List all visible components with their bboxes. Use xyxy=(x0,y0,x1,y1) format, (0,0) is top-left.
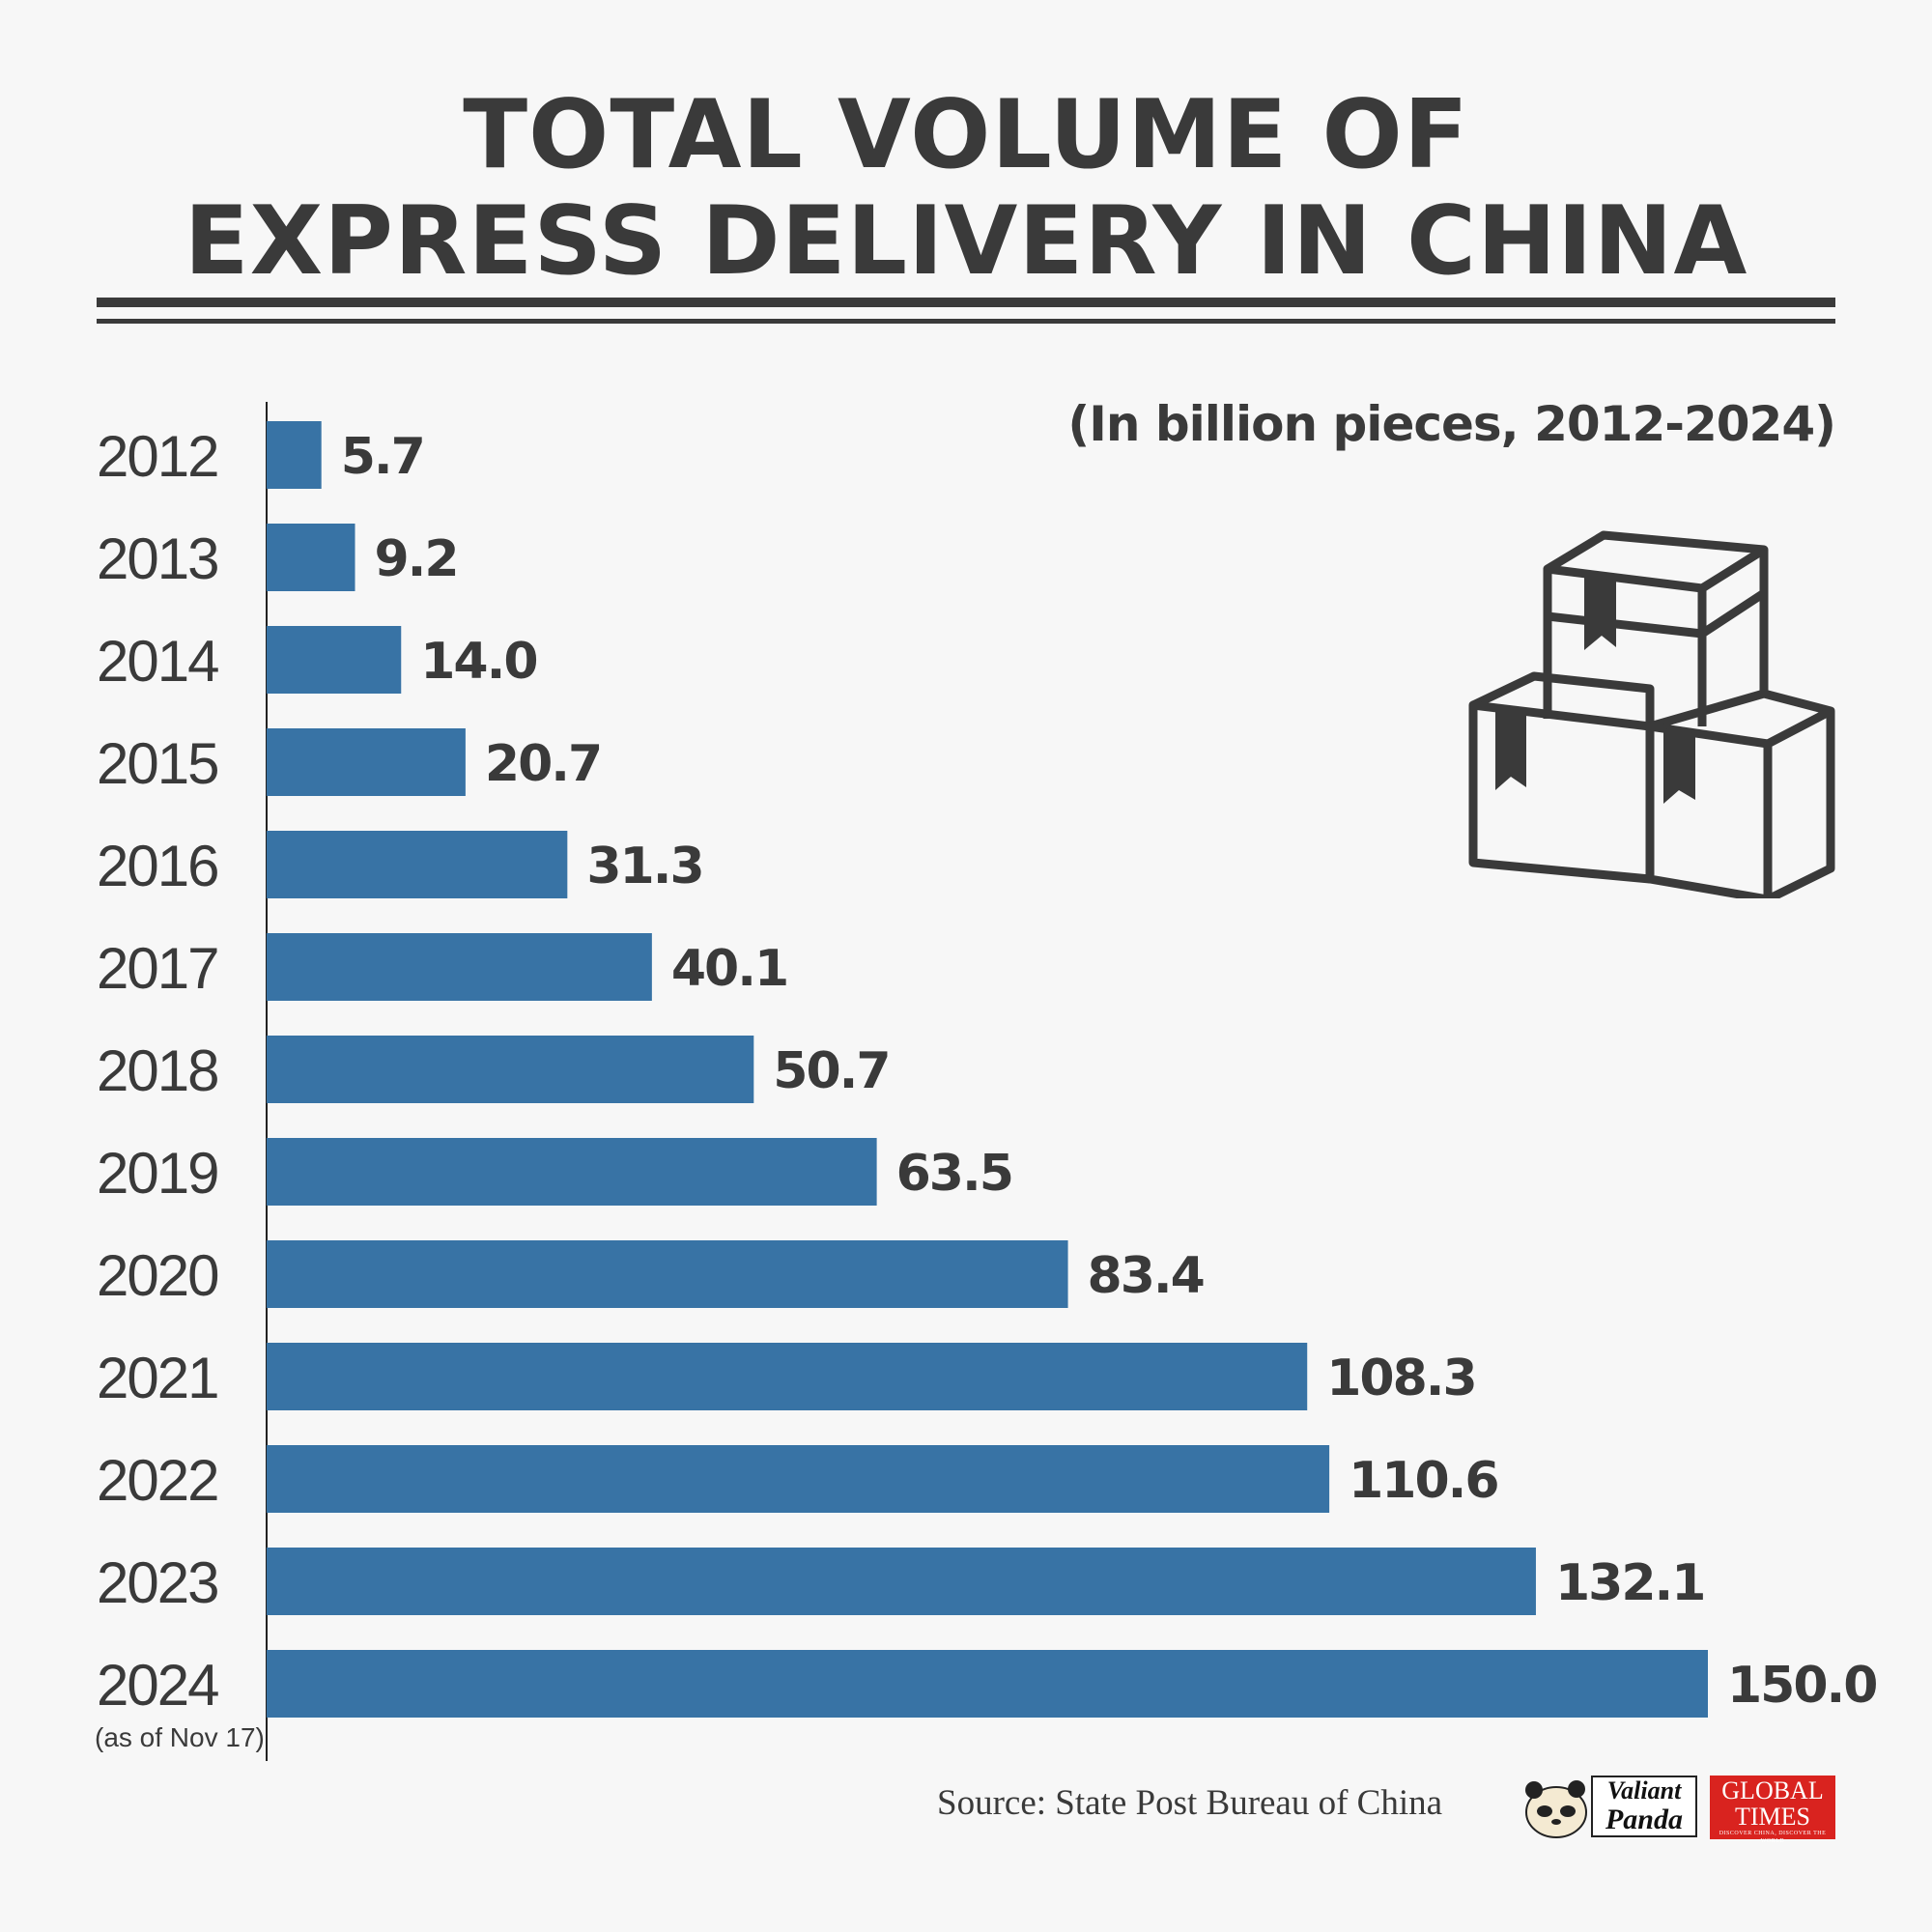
global-times-line-2: TIMES xyxy=(1735,1803,1810,1831)
bar-2022 xyxy=(267,1445,1330,1513)
value-label-2021: 108.3 xyxy=(1326,1350,1475,1407)
value-label-2024: 150.0 xyxy=(1727,1657,1876,1715)
panda-wordmark: Valiant Panda xyxy=(1591,1776,1697,1837)
category-label-2024: 2024 xyxy=(97,1653,218,1718)
chart-title-line-1: TOTAL VOLUME OF xyxy=(463,80,1469,190)
value-label-2022: 110.6 xyxy=(1349,1452,1497,1510)
value-label-2020: 83.4 xyxy=(1088,1247,1204,1305)
bar-2020 xyxy=(267,1240,1068,1308)
global-times-logo: GLOBAL TIMES DISCOVER CHINA, DISCOVER TH… xyxy=(1710,1776,1835,1844)
category-label-2020: 2020 xyxy=(97,1243,218,1308)
bar-2024 xyxy=(267,1650,1708,1718)
category-label-2018: 2018 xyxy=(97,1038,217,1103)
panda-face-icon xyxy=(1525,1780,1587,1838)
title-divider-thin xyxy=(97,319,1835,324)
chart-title-line-2: EXPRESS DELIVERY IN CHINA xyxy=(184,186,1748,297)
value-label-2016: 31.3 xyxy=(586,838,702,895)
stacked-boxes-icon xyxy=(1468,530,1835,898)
category-label-2021: 2021 xyxy=(97,1346,217,1410)
chart-subtitle: (In billion pieces, 2012-2024) xyxy=(1067,396,1836,452)
panda-wordmark-line-1: Valiant xyxy=(1606,1776,1682,1804)
category-label-2012: 2012 xyxy=(97,424,217,489)
category-label-2019: 2019 xyxy=(97,1141,217,1206)
value-label-2023: 132.1 xyxy=(1555,1554,1704,1612)
chart-title: TOTAL VOLUME OF EXPRESS DELIVERY IN CHIN… xyxy=(0,82,1932,295)
category-label-2023: 2023 xyxy=(97,1550,217,1615)
bar-2016 xyxy=(267,831,568,898)
bar-2018 xyxy=(267,1036,754,1103)
category-label-2015: 2015 xyxy=(97,731,217,796)
value-label-2017: 40.1 xyxy=(671,940,787,998)
bar-2012 xyxy=(267,421,322,489)
category-label-2014: 2014 xyxy=(97,629,218,694)
category-note-2024: (as of Nov 17) xyxy=(95,1722,265,1752)
category-label-2013: 2013 xyxy=(97,526,217,591)
bar-2023 xyxy=(267,1548,1536,1615)
bar-2019 xyxy=(267,1138,877,1206)
value-label-2014: 14.0 xyxy=(420,633,536,691)
title-divider-thick xyxy=(97,298,1835,307)
category-label-2017: 2017 xyxy=(97,936,217,1001)
value-label-2013: 9.2 xyxy=(375,530,458,588)
category-label-2016: 2016 xyxy=(97,834,217,898)
value-label-2012: 5.7 xyxy=(341,428,424,486)
bar-2014 xyxy=(267,626,402,694)
source-note: Source: State Post Bureau of China xyxy=(937,1783,1443,1823)
value-label-2015: 20.7 xyxy=(485,735,601,793)
bar-2015 xyxy=(267,728,466,796)
bar-2021 xyxy=(267,1343,1308,1410)
global-times-tagline: DISCOVER CHINA, DISCOVER THE WORLD xyxy=(1719,1831,1827,1844)
valiant-panda-logo: Valiant Panda xyxy=(1521,1774,1700,1841)
bar-2013 xyxy=(267,524,355,591)
panda-wordmark-line-2: Panda xyxy=(1605,1804,1683,1835)
value-label-2018: 50.7 xyxy=(773,1042,889,1100)
global-times-line-1: GLOBAL xyxy=(1721,1776,1824,1804)
value-label-2019: 63.5 xyxy=(896,1145,1012,1203)
bar-2017 xyxy=(267,933,652,1001)
category-label-2022: 2022 xyxy=(97,1448,217,1513)
